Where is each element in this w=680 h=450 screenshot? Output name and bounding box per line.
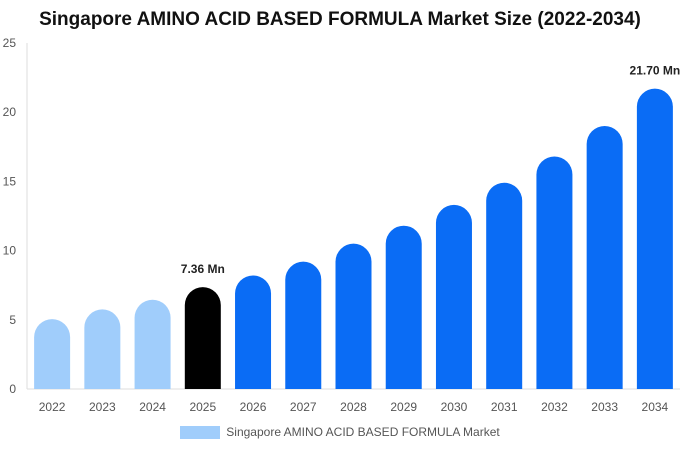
y-tick-label: 10 bbox=[3, 244, 17, 258]
bar-2029 bbox=[385, 225, 422, 389]
x-tick-label: 2032 bbox=[541, 400, 568, 414]
x-tick-label: 2024 bbox=[139, 400, 166, 414]
y-tick-label: 20 bbox=[3, 105, 17, 119]
chart-title: Singapore AMINO ACID BASED FORMULA Marke… bbox=[39, 9, 641, 30]
bar-2031 bbox=[486, 182, 523, 389]
x-tick-label: 2033 bbox=[591, 400, 618, 414]
x-tick-label: 2031 bbox=[491, 400, 518, 414]
y-tick-label: 0 bbox=[9, 382, 16, 396]
bar-2026 bbox=[235, 275, 272, 389]
legend-swatch bbox=[180, 425, 221, 439]
bar-2025 bbox=[184, 287, 221, 389]
bar-2030 bbox=[435, 204, 472, 389]
x-tick-label: 2026 bbox=[240, 400, 267, 414]
data-labels: 7.36 Mn 21.70 Mn bbox=[181, 64, 680, 276]
x-tick-label: 2029 bbox=[390, 400, 417, 414]
x-tick-label: 2025 bbox=[189, 400, 216, 414]
data-label: 7.36 Mn bbox=[181, 262, 225, 276]
data-label: 21.70 Mn bbox=[630, 64, 680, 78]
bar-2027 bbox=[285, 261, 322, 389]
x-tick-label: 2028 bbox=[340, 400, 367, 414]
bars bbox=[34, 88, 673, 390]
bar-2024 bbox=[134, 299, 171, 389]
bar-2022 bbox=[34, 319, 71, 389]
bar-2033 bbox=[586, 126, 623, 390]
y-tick-label: 25 bbox=[3, 36, 17, 50]
bar-2034 bbox=[636, 88, 673, 390]
legend-label: Singapore AMINO ACID BASED FORMULA Marke… bbox=[226, 425, 500, 439]
legend: Singapore AMINO ACID BASED FORMULA Marke… bbox=[0, 425, 680, 439]
x-tick-label: 2027 bbox=[290, 400, 317, 414]
x-tick-label: 2022 bbox=[39, 400, 66, 414]
x-tick-label: 2030 bbox=[441, 400, 468, 414]
y-tick-label: 5 bbox=[9, 313, 16, 327]
bar-2032 bbox=[536, 156, 573, 389]
bar-2028 bbox=[335, 243, 372, 389]
x-tick-label: 2023 bbox=[89, 400, 116, 414]
bar-2023 bbox=[84, 309, 121, 389]
y-tick-label: 15 bbox=[3, 174, 17, 188]
x-tick-label: 2034 bbox=[642, 400, 669, 414]
